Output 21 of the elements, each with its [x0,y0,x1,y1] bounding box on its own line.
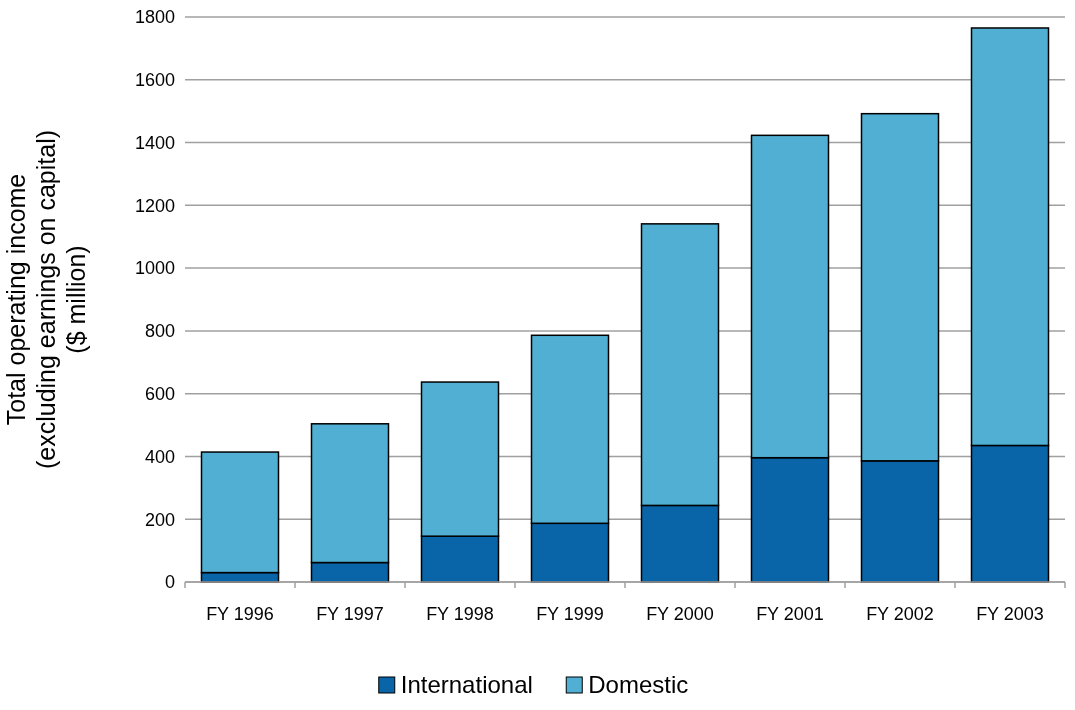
x-tick-label: FY 2002 [866,604,934,624]
x-tick-label: FY 1998 [426,604,494,624]
legend-label: Domestic [588,671,689,698]
x-tick-label: FY 1996 [206,604,274,624]
x-tick-label: FY 2000 [646,604,714,624]
y-tick-label: 800 [144,321,175,342]
y-tick-label: 1600 [134,70,175,91]
y-tick-label: 200 [144,509,175,530]
x-tick-label: FY 1997 [316,604,384,624]
legend-label: International [400,671,533,698]
y-tick-label: 0 [164,572,175,593]
y-tick-label: 1200 [134,195,175,216]
y-tick-label: 1800 [134,7,175,28]
y-tick-label: 600 [144,383,175,404]
x-tick-label: FY 2001 [756,604,824,624]
y-tick-label: 1000 [134,258,175,279]
y-tick-label: 1400 [134,132,175,153]
y-axis-title: Total operating income (excluding earnings on capital) ($ million) [2,129,90,470]
x-tick-label: FY 2003 [976,604,1044,624]
y-tick-label: 400 [144,446,175,467]
x-tick-label: FY 1999 [536,604,604,624]
